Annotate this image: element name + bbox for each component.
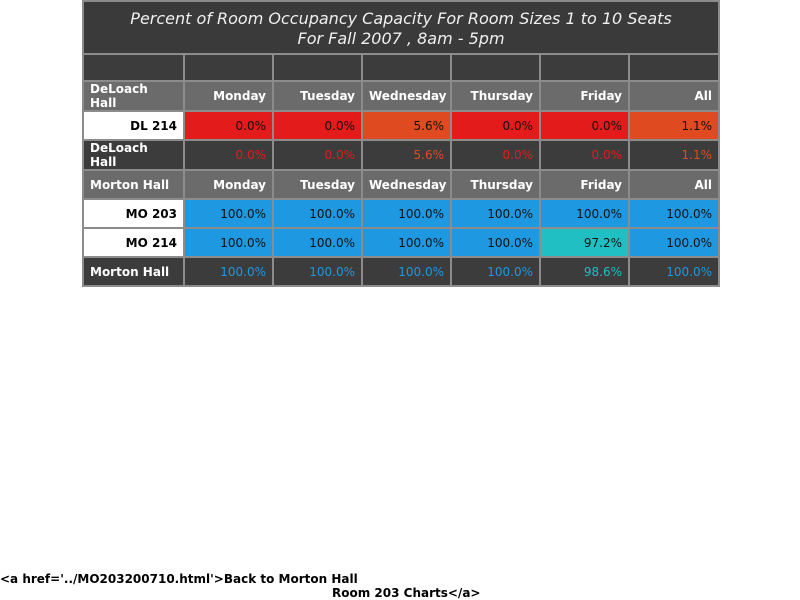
total-friday: 98.6% xyxy=(539,256,630,287)
room-name: MO 214 xyxy=(82,227,185,258)
blank-row xyxy=(82,53,721,82)
column-header-wednesday: Wednesday xyxy=(361,80,452,112)
occupancy-table: Percent of Room Occupancy Capacity For R… xyxy=(81,0,721,287)
cell-friday: 100.0% xyxy=(539,198,630,229)
total-all: 100.0% xyxy=(627,256,721,287)
blank-cell xyxy=(361,53,452,82)
column-header-tuesday: Tuesday xyxy=(272,169,363,200)
building-header-label: DeLoach Hall xyxy=(82,80,185,112)
blank-cell xyxy=(627,53,721,82)
footer-text-line-1: <a href='../MO203200710.html'>Back to Mo… xyxy=(0,572,358,586)
total-tuesday: 0.0% xyxy=(272,139,363,171)
total-thursday: 0.0% xyxy=(450,139,541,171)
column-header-thursday: Thursday xyxy=(450,80,541,112)
room-row-mo203: MO 203 100.0% 100.0% 100.0% 100.0% 100.0… xyxy=(82,198,721,229)
room-name: MO 203 xyxy=(82,198,185,229)
cell-tuesday: 0.0% xyxy=(272,110,363,141)
column-header-all: All xyxy=(627,80,721,112)
cell-wednesday: 5.6% xyxy=(361,110,452,141)
building-total-label: Morton Hall xyxy=(82,256,185,287)
total-friday: 0.0% xyxy=(539,139,630,171)
cell-monday: 100.0% xyxy=(183,198,274,229)
blank-cell xyxy=(450,53,541,82)
cell-monday: 100.0% xyxy=(183,227,274,258)
column-header-monday: Monday xyxy=(183,169,274,200)
title-line-1: Percent of Room Occupancy Capacity For R… xyxy=(130,8,672,28)
cell-wednesday: 100.0% xyxy=(361,198,452,229)
total-tuesday: 100.0% xyxy=(272,256,363,287)
column-header-thursday: Thursday xyxy=(450,169,541,200)
cell-tuesday: 100.0% xyxy=(272,227,363,258)
total-monday: 0.0% xyxy=(183,139,274,171)
total-wednesday: 5.6% xyxy=(361,139,452,171)
cell-wednesday: 100.0% xyxy=(361,227,452,258)
blank-cell xyxy=(82,53,185,82)
building-total-label: DeLoach Hall xyxy=(82,139,185,171)
cell-thursday: 100.0% xyxy=(450,198,541,229)
blank-cell xyxy=(183,53,274,82)
cell-all: 100.0% xyxy=(627,227,721,258)
total-all: 1.1% xyxy=(627,139,721,171)
column-header-monday: Monday xyxy=(183,80,274,112)
column-header-all: All xyxy=(627,169,721,200)
cell-thursday: 0.0% xyxy=(450,110,541,141)
column-header-wednesday: Wednesday xyxy=(361,169,452,200)
total-thursday: 100.0% xyxy=(450,256,541,287)
title-line-2: For Fall 2007 , 8am - 5pm xyxy=(297,28,505,48)
column-header-friday: Friday xyxy=(539,80,630,112)
cell-all: 1.1% xyxy=(627,110,721,141)
cell-tuesday: 100.0% xyxy=(272,198,363,229)
cell-monday: 0.0% xyxy=(183,110,274,141)
room-row-dl214: DL 214 0.0% 0.0% 5.6% 0.0% 0.0% 1.1% xyxy=(82,110,721,141)
blank-cell xyxy=(272,53,363,82)
cell-thursday: 100.0% xyxy=(450,227,541,258)
deloach-total-row: DeLoach Hall 0.0% 0.0% 5.6% 0.0% 0.0% 1.… xyxy=(82,139,721,171)
room-row-mo214: MO 214 100.0% 100.0% 100.0% 100.0% 97.2%… xyxy=(82,227,721,258)
morton-total-row: Morton Hall 100.0% 100.0% 100.0% 100.0% … xyxy=(82,256,721,287)
blank-cell xyxy=(539,53,630,82)
cell-friday: 0.0% xyxy=(539,110,630,141)
total-wednesday: 100.0% xyxy=(361,256,452,287)
report-title: Percent of Room Occupancy Capacity For R… xyxy=(81,0,721,55)
column-header-friday: Friday xyxy=(539,169,630,200)
room-name: DL 214 xyxy=(82,110,185,141)
building-header-label: Morton Hall xyxy=(82,169,185,200)
morton-header-row: Morton Hall Monday Tuesday Wednesday Thu… xyxy=(82,169,721,200)
total-monday: 100.0% xyxy=(183,256,274,287)
cell-friday: 97.2% xyxy=(539,227,630,258)
footer-text-line-2: Room 203 Charts</a> xyxy=(332,586,481,600)
cell-all: 100.0% xyxy=(627,198,721,229)
column-header-tuesday: Tuesday xyxy=(272,80,363,112)
deloach-header-row: DeLoach Hall Monday Tuesday Wednesday Th… xyxy=(82,80,721,112)
